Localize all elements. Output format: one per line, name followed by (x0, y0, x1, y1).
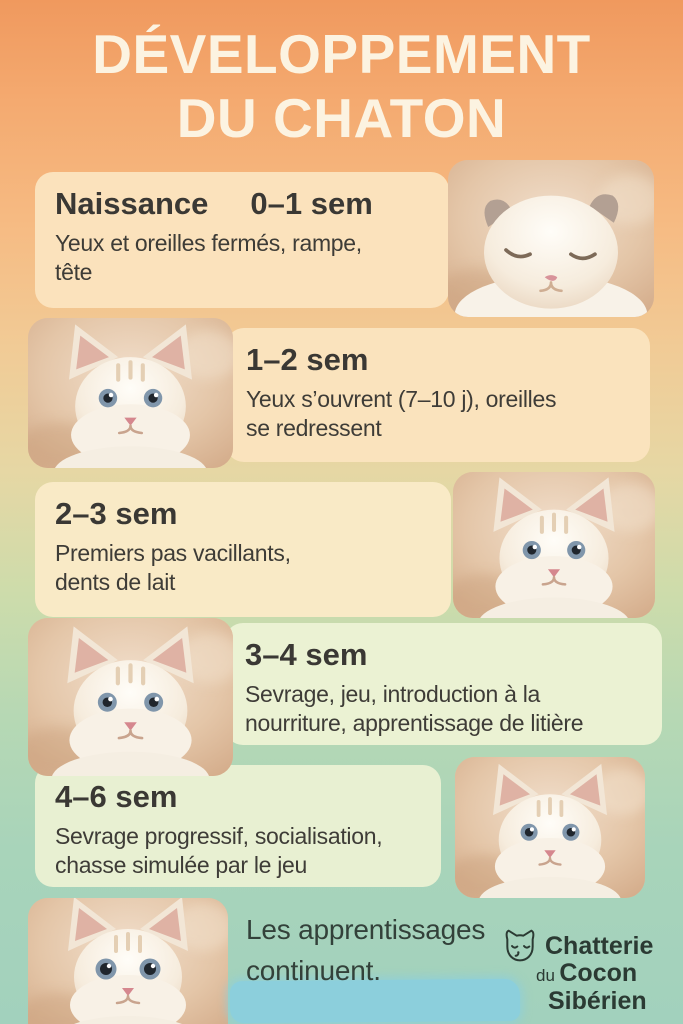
stage-description: Sevrage, jeu, introduction à la nourritu… (245, 681, 584, 736)
brand-name-line3: Sibérien (548, 987, 647, 1015)
stage-description: Premiers pas vacillants, dents de lait (55, 540, 291, 595)
poster-title-line2: DU CHATON (176, 87, 507, 150)
photo-fluffy-kitten (28, 618, 233, 776)
stage-card-1-2-sem: 1–2 sem Yeux s’ouvrent (7–10 j), oreille… (226, 328, 650, 462)
cat-face-icon (505, 929, 535, 962)
stage-card-naissance: Naissance 0–1 sem Yeux et oreilles fermé… (35, 172, 449, 308)
stage-description: Yeux s’ouvrent (7–10 j), oreilles se red… (246, 386, 557, 441)
photo-kitten-looking-up (28, 898, 228, 1024)
brand-logo-row1: Chatterie (500, 927, 672, 965)
stage-card-3-4-sem: 3–4 sem Sevrage, jeu, introduction à la … (225, 623, 662, 745)
stage-card-4-6-sem: 4–6 sem Sevrage progressif, socialisatio… (35, 765, 441, 887)
footer-text: Les apprentissages continuent. (246, 914, 486, 986)
poster-title: DÉVELOPPEMENT DU CHATON (0, 22, 683, 151)
stage-heading: Naissance 0–1 sem (55, 186, 439, 222)
poster-title-line1: DÉVELOPPEMENT (92, 23, 591, 85)
photo-close-up-kitten (455, 757, 645, 898)
stage-period: 3–4 sem (245, 637, 368, 672)
brand-name-line1: Chatterie (545, 931, 654, 960)
stage-period: 1–2 sem (246, 342, 369, 377)
stage-name: Naissance (55, 186, 209, 221)
brand-name-du: du (536, 966, 555, 985)
brand-name-line2: du Cocon (536, 961, 672, 986)
brand-name-cocon: Cocon (559, 959, 638, 987)
photo-kitten-with-raised-paw (453, 472, 655, 618)
brand-logo: Chatterie du Cocon Sibérien (500, 927, 672, 1014)
stage-period: 4–6 sem (55, 779, 178, 814)
stage-card-2-3-sem: 2–3 sem Premiers pas vacillants, dents d… (35, 482, 451, 617)
photo-sleeping-newborn-kitten (448, 160, 654, 317)
stage-description: Yeux et oreilles fermés, rampe, tête (55, 230, 362, 285)
stage-period: 0–1 sem (250, 186, 373, 221)
stage-description: Sevrage progressif, socialisation, chass… (55, 823, 383, 878)
photo-blue-eyed-kitten (28, 318, 233, 468)
stage-period: 2–3 sem (55, 496, 178, 531)
